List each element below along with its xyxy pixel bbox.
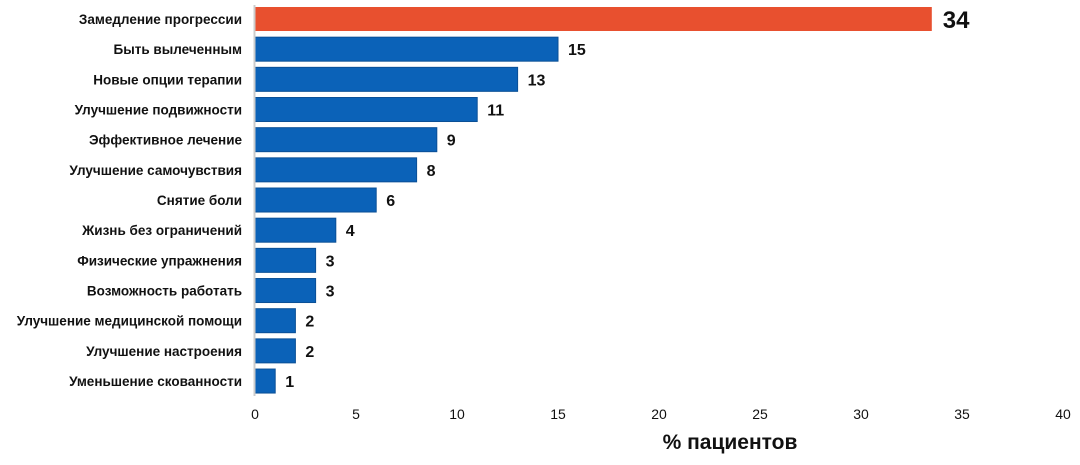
value-label: 3 — [326, 284, 335, 301]
value-label: 34 — [943, 7, 970, 34]
bar — [254, 308, 296, 334]
value-label: 11 — [487, 103, 504, 120]
value-label: 6 — [386, 193, 395, 210]
category-label: Снятие боли — [157, 193, 242, 208]
bar — [255, 7, 932, 31]
category-label: Улучшение подвижности — [75, 103, 242, 118]
bar — [254, 157, 418, 183]
category-label: Новые опции терапии — [93, 72, 242, 87]
bar — [254, 278, 317, 304]
category-label: Замедление прогрессии — [79, 12, 242, 27]
bar — [254, 36, 559, 62]
category-label: Быть вылеченным — [114, 42, 242, 57]
bar — [254, 187, 377, 213]
x-tick-label: 30 — [853, 406, 869, 422]
x-ticks-group: 0 5 10 15 20 25 30 35 40 — [251, 406, 1071, 422]
value-label: 8 — [427, 163, 436, 180]
value-label: 15 — [568, 42, 586, 59]
value-label: 2 — [305, 314, 314, 331]
value-label: 4 — [346, 223, 355, 240]
value-label: 3 — [326, 253, 335, 270]
x-tick-label: 40 — [1055, 406, 1071, 422]
category-label: Улучшение самочувствия — [69, 163, 242, 178]
x-tick-label: 25 — [752, 406, 768, 422]
x-tick-label: 0 — [251, 406, 259, 422]
bar — [254, 66, 519, 92]
value-label: 13 — [528, 72, 546, 89]
x-tick-label: 20 — [651, 406, 667, 422]
category-label: Возможность работать — [87, 284, 242, 299]
bar — [254, 217, 337, 243]
bar — [254, 338, 296, 364]
bar — [254, 127, 438, 153]
x-tick-label: 5 — [352, 406, 360, 422]
value-label: 9 — [447, 133, 456, 150]
bar — [254, 368, 276, 394]
category-label: Улучшение настроения — [86, 344, 242, 359]
category-label: Эффективное лечение — [89, 133, 243, 148]
x-axis-label: % пациентов — [663, 431, 798, 454]
value-label: 2 — [305, 344, 314, 361]
x-tick-label: 15 — [550, 406, 566, 422]
x-tick-label: 10 — [449, 406, 465, 422]
bar — [254, 247, 317, 273]
value-label: 1 — [285, 374, 294, 391]
category-label: Улучшение медицинской помощи — [17, 314, 242, 329]
category-label: Уменьшение скованности — [69, 374, 242, 389]
category-label: Жизнь без ограничений — [81, 223, 242, 238]
bar — [254, 97, 478, 123]
category-label: Физические упражнения — [77, 253, 242, 268]
x-tick-label: 35 — [954, 406, 970, 422]
